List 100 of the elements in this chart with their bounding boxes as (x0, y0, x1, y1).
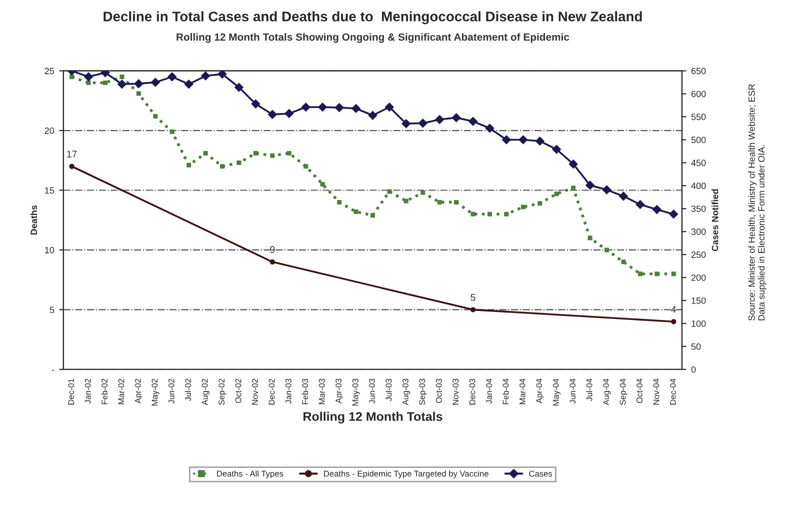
point (554, 192, 559, 196)
y2-tick-label: 200 (691, 274, 706, 281)
x-tick-label: Aug-03 (402, 378, 410, 406)
point (253, 150, 258, 156)
point (518, 135, 528, 144)
point (337, 200, 342, 204)
x-tick-label: Dec-02 (268, 378, 275, 405)
data-label: 17 (67, 150, 77, 158)
x-tick-label: Oct-02 (235, 378, 242, 404)
point (334, 103, 344, 112)
point (604, 248, 610, 252)
point (218, 70, 227, 79)
point (588, 236, 592, 240)
point (102, 80, 108, 86)
x-tick-label: Nov-04 (653, 378, 660, 405)
point (621, 260, 626, 264)
point (387, 189, 392, 194)
point (318, 102, 328, 112)
point (552, 144, 562, 154)
x-tick-label: Dec-03 (469, 378, 476, 405)
y2-tick-label: 500 (691, 136, 706, 144)
y2-tick-label: 300 (691, 228, 706, 235)
y-axis-title: Deaths (30, 205, 38, 235)
point (136, 91, 141, 96)
x-tick-label: Oct-04 (636, 378, 642, 404)
legend-label: Deaths - All Types (217, 470, 284, 478)
point (470, 307, 476, 312)
y2-tick-label: 250 (691, 252, 706, 258)
point (251, 99, 260, 108)
x-tick-label: Jul-03 (386, 378, 392, 401)
x-tick-label: Jun-02 (168, 378, 174, 404)
point (268, 110, 277, 119)
point (487, 212, 492, 216)
point (602, 185, 612, 194)
point (100, 70, 110, 78)
point (86, 80, 91, 86)
point (538, 201, 542, 206)
y-tick-label: 5 (50, 306, 54, 314)
point (84, 72, 93, 82)
x-tick-label: Feb-04 (502, 378, 509, 404)
x-tick-label: Feb-02 (101, 378, 108, 404)
y2-tick-label: 100 (692, 320, 706, 327)
point (368, 110, 378, 120)
point (304, 164, 308, 169)
point (354, 209, 358, 214)
x-tick-label: Sep-02 (218, 378, 226, 405)
point (270, 153, 275, 158)
data-label: 9 (270, 246, 275, 254)
point (420, 190, 426, 195)
point (452, 113, 461, 122)
x-tick-label: Mar-04 (520, 378, 526, 404)
point (186, 162, 192, 168)
x-tick-label: Sep-04 (620, 378, 628, 405)
source-note: Source: Minister of Health, Ministry of Health Website; ESR Data supplied in Electronic Form under OIA. (748, 84, 766, 321)
point (69, 164, 74, 169)
x-tick-label: Sep-03 (419, 378, 427, 405)
x-tick-label: Dec-04 (670, 378, 676, 405)
point (370, 213, 375, 218)
y2-tick-label: 350 (691, 206, 706, 212)
x-tick-label: Oct-03 (436, 378, 442, 404)
point (320, 182, 325, 187)
point (652, 205, 662, 214)
point (504, 212, 509, 216)
point (470, 212, 476, 216)
x-axis-title: Rolling 12 Month Totals (304, 412, 442, 424)
chart-title: Decline in Total Cases and Deaths due to Meningococcal Disease in New Zealand (104, 11, 642, 24)
point (201, 71, 210, 80)
point (184, 80, 194, 89)
point (671, 319, 676, 324)
y-tick-label: - (52, 370, 54, 371)
point (170, 129, 174, 134)
y-tick-label: 10 (45, 246, 54, 254)
y2-tick-label: 650 (691, 68, 706, 74)
x-tick-label: Aug-02 (202, 378, 210, 406)
y2-tick-label: 600 (691, 90, 706, 98)
y2-tick-label: 150 (692, 297, 706, 304)
point (502, 135, 511, 144)
y-tick-label: 15 (45, 187, 54, 194)
y-tick-label: 25 (44, 68, 54, 74)
point (520, 204, 526, 210)
point (468, 116, 478, 126)
point (270, 259, 276, 265)
point (586, 180, 594, 190)
x-tick-label: May-04 (552, 378, 560, 406)
y2-tick-label: 0 (691, 366, 696, 373)
y2-axis-title: Cases Notified (712, 189, 718, 252)
x-tick-label: Jan-02 (84, 378, 91, 404)
point (669, 210, 678, 219)
point (168, 72, 177, 82)
x-tick-label: Jan-03 (285, 378, 292, 404)
point (654, 272, 660, 276)
chart-subtitle: Rolling 12 Month Totals Showing Ongoing & Significant Abatement of Epidemic (176, 33, 570, 43)
point (384, 102, 394, 112)
x-tick-label: May-02 (152, 378, 160, 406)
data-label: 5 (470, 294, 476, 301)
point (435, 115, 444, 124)
x-tick-label: Nov-03 (452, 378, 459, 405)
point (284, 109, 294, 118)
point (437, 200, 442, 204)
x-tick-label: Jul-04 (586, 378, 592, 401)
